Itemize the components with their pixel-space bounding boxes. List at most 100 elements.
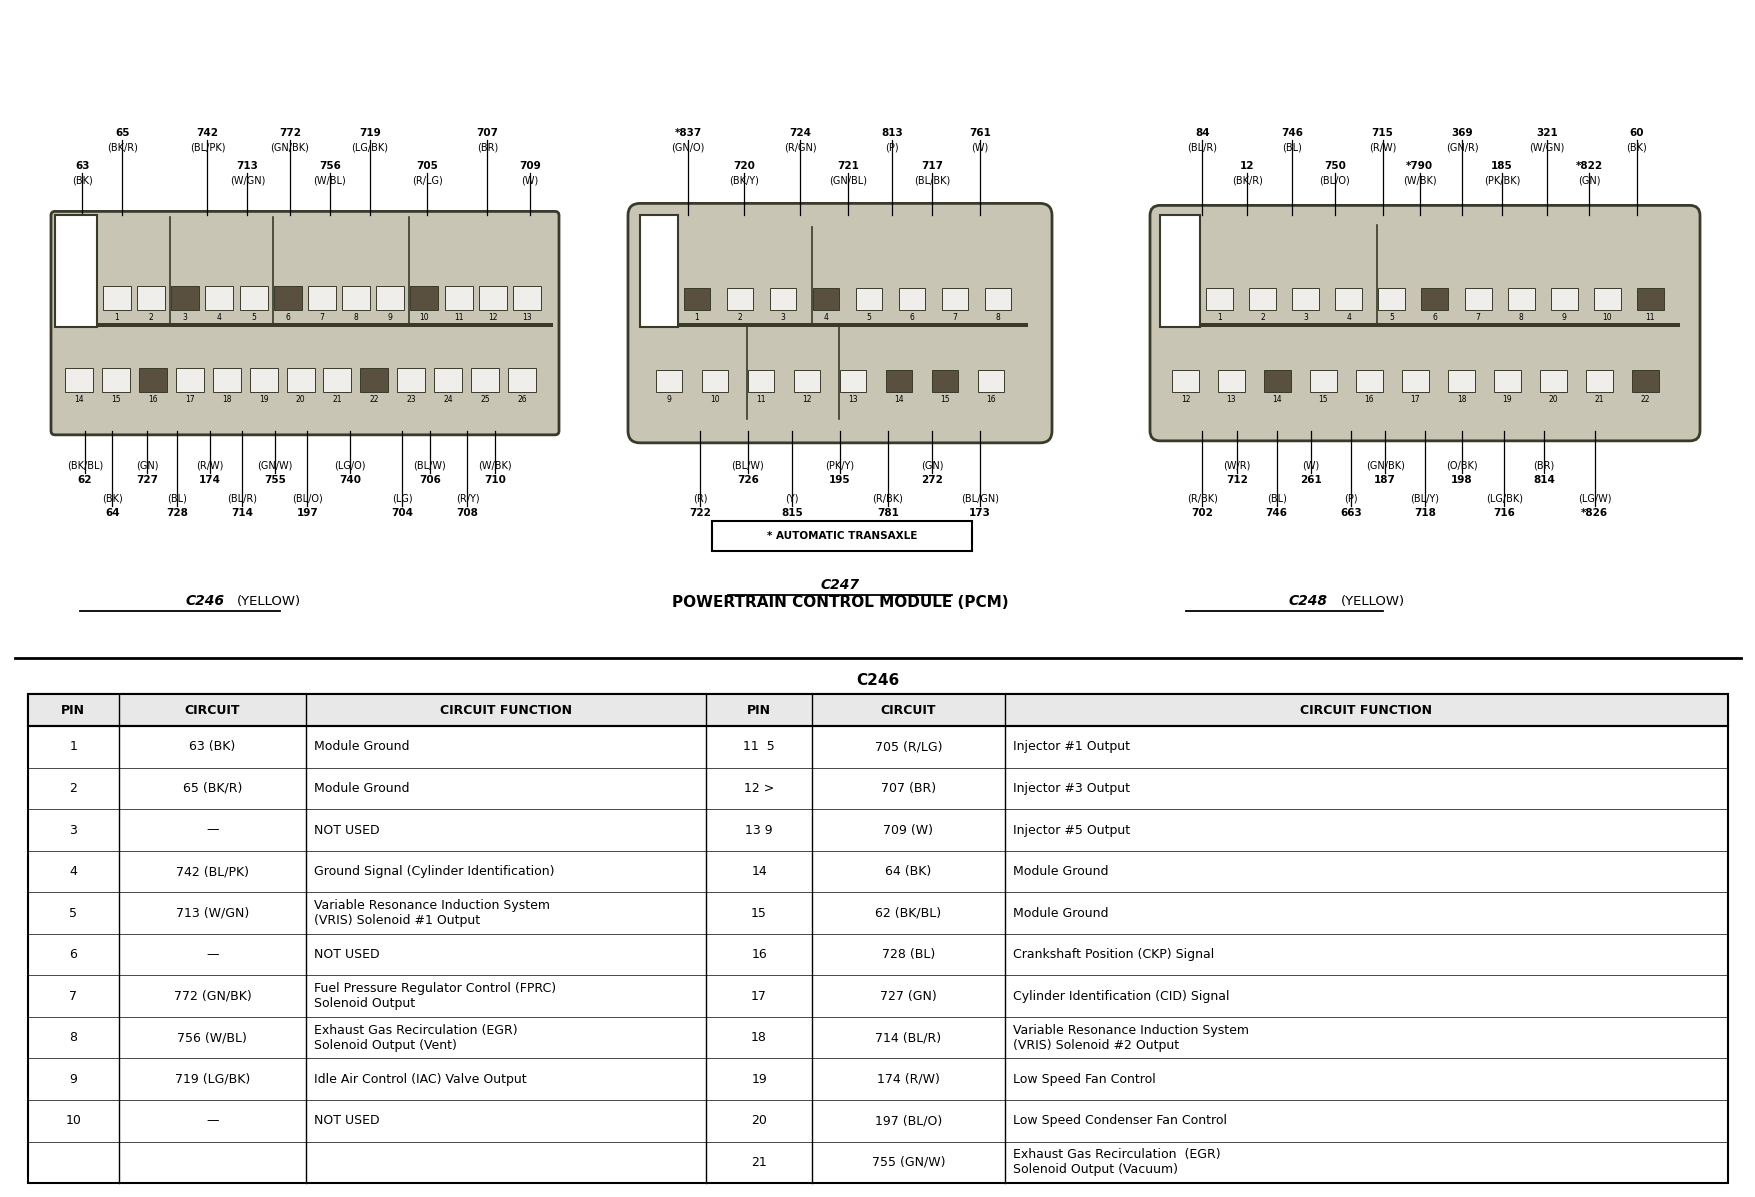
Text: 5: 5 [1388,314,1393,322]
Text: (GN): (GN) [1578,175,1599,186]
Text: C246: C246 [856,673,899,688]
Text: 728: 728 [167,508,188,518]
Bar [1464,288,1490,310]
Text: 705 (R/LG): 705 (R/LG) [874,741,942,753]
Text: 63: 63 [75,162,90,171]
Text: 9: 9 [388,314,393,322]
Text: (GN): (GN) [137,461,158,470]
Text: 17: 17 [1409,395,1420,405]
Text: 705: 705 [416,162,439,171]
Text: Low Speed Condenser Fan Control: Low Speed Condenser Fan Control [1013,1114,1227,1128]
Text: 761: 761 [969,128,990,139]
Bar [978,370,1004,393]
Text: 185: 185 [1490,162,1511,171]
Text: 713: 713 [237,162,258,171]
Text: (BL): (BL) [167,494,188,504]
Text: 187: 187 [1374,475,1395,485]
Bar [793,370,820,393]
Text: Low Speed Fan Control: Low Speed Fan Control [1013,1073,1155,1086]
Text: 22: 22 [369,395,379,405]
Text: 369: 369 [1450,128,1472,139]
Text: (PK/Y): (PK/Y) [825,461,855,470]
FancyBboxPatch shape [1150,206,1699,440]
Text: 3: 3 [68,824,77,837]
Text: 12: 12 [1179,395,1190,405]
Text: 9: 9 [68,1073,77,1086]
Text: 10: 10 [419,314,428,322]
Bar [1508,288,1534,310]
Text: 13: 13 [1227,395,1236,405]
Text: (BL): (BL) [1265,494,1286,504]
Text: (R/LG): (R/LG) [412,175,442,186]
Text: 1: 1 [68,741,77,753]
Text: 3: 3 [781,314,784,322]
Text: 755: 755 [263,475,286,485]
Text: (BR): (BR) [477,142,498,152]
Text: 195: 195 [828,475,851,485]
Text: 197: 197 [297,508,318,518]
Text: (BR): (BR) [1532,461,1553,470]
Text: *822: *822 [1574,162,1602,171]
Bar [1630,370,1658,393]
Text: 716: 716 [1494,508,1515,518]
Text: 9: 9 [1560,314,1565,322]
Bar [512,286,541,310]
Bar [1400,370,1429,393]
Bar [307,286,335,310]
Bar [656,370,681,393]
Bar [651,323,1027,328]
Bar [212,367,240,393]
Text: 707 (BR): 707 (BR) [881,782,935,795]
Bar [102,367,130,393]
Text: 3: 3 [1302,314,1307,322]
Text: 727 (GN): 727 (GN) [879,990,935,1003]
Bar [433,367,462,393]
Text: (BL/R): (BL/R) [1186,142,1216,152]
Text: CIRCUIT: CIRCUIT [184,704,240,717]
Text: 781: 781 [876,508,899,518]
Text: 7: 7 [1474,314,1479,322]
Text: 709 (W): 709 (W) [883,824,934,837]
Text: Module Ground: Module Ground [314,782,409,795]
Bar [286,367,314,393]
Text: (BK/BL): (BK/BL) [67,461,104,470]
Text: (Y): (Y) [784,494,799,504]
Bar [1334,288,1362,310]
Text: 16: 16 [986,395,995,405]
Text: CIRCUIT: CIRCUIT [879,704,935,717]
Bar [137,286,165,310]
Text: 12: 12 [1239,162,1255,171]
Text: 6: 6 [1432,314,1437,322]
Text: (BK): (BK) [102,494,123,504]
Text: 719: 719 [360,128,381,139]
Text: 742: 742 [197,128,218,139]
Text: 13: 13 [521,314,532,322]
Bar [444,286,472,310]
Text: (BL): (BL) [1281,142,1302,152]
Bar [748,370,774,393]
Text: 197 (BL/O): 197 (BL/O) [874,1114,941,1128]
Text: 706: 706 [419,475,441,485]
Bar [139,367,167,393]
Text: 4: 4 [823,314,828,322]
Text: (R/BK): (R/BK) [872,494,902,504]
Bar [104,286,132,310]
Text: 20: 20 [751,1114,767,1128]
FancyBboxPatch shape [628,203,1051,443]
Text: *790: *790 [1406,162,1432,171]
Bar [899,288,925,310]
Text: 813: 813 [881,128,902,139]
Bar [1171,370,1199,393]
Text: (R/W): (R/W) [1369,142,1395,152]
Text: 17: 17 [184,395,195,405]
Text: (BL/PK): (BL/PK) [190,142,225,152]
Text: Injector #5 Output: Injector #5 Output [1013,824,1128,837]
Text: Exhaust Gas Recirculation (EGR): Exhaust Gas Recirculation (EGR) [314,1023,518,1037]
Text: (VRIS) Solenoid #1 Output: (VRIS) Solenoid #1 Output [314,915,481,926]
Bar [176,367,204,393]
Text: (R/GN): (R/GN) [783,142,816,152]
Text: 715: 715 [1371,128,1393,139]
Text: 750: 750 [1323,162,1344,171]
Text: Module Ground: Module Ground [1013,906,1107,919]
Bar [507,367,535,393]
